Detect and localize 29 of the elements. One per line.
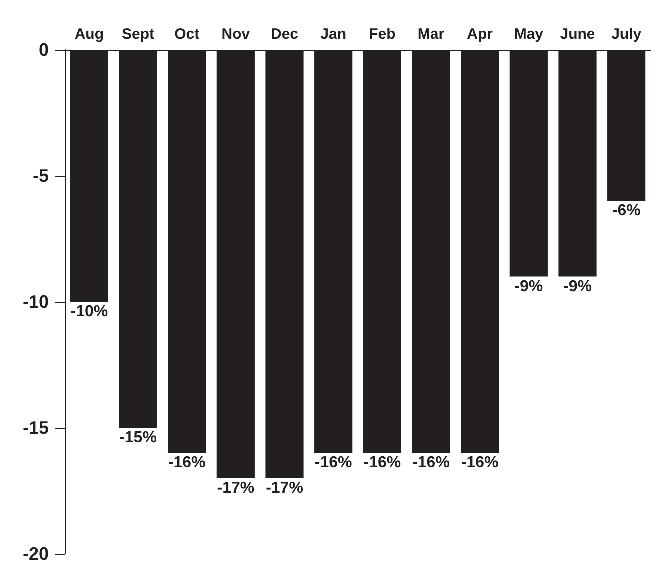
x-tick-label: Nov (222, 26, 251, 43)
x-tick-label: Jan (320, 26, 347, 43)
data-label: -10% (70, 304, 108, 320)
x-tick-label: May (514, 26, 544, 43)
y-tick-label: 0 (38, 40, 49, 60)
x-tick-label: June (560, 26, 596, 43)
y-tick-label: -20 (22, 544, 49, 564)
x-tick-label: Sept (122, 26, 155, 43)
data-label: -9% (564, 278, 592, 296)
x-tick-label: Aug (74, 26, 104, 43)
data-label: -6% (612, 202, 641, 220)
data-label: -9% (514, 278, 544, 296)
data-label: -17% (217, 480, 255, 497)
y-tick-label: -15 (22, 418, 49, 438)
y-tick-label: -10 (22, 292, 49, 312)
data-label: -16% (364, 454, 402, 472)
x-tick-label: Apr (467, 26, 494, 43)
data-label: -16% (314, 454, 352, 472)
data-label: -17% (266, 480, 304, 497)
y-tick-label: -5 (32, 166, 49, 186)
data-label: -16% (168, 454, 206, 472)
data-label: -15% (120, 430, 157, 446)
x-tick-label: Mar (418, 26, 445, 43)
data-label: -16% (412, 454, 450, 472)
x-tick-label: July (612, 26, 642, 43)
x-tick-label: Feb (369, 26, 396, 43)
x-tick-label: Oct (174, 26, 200, 43)
x-tick-label: Dec (270, 26, 299, 43)
data-label: -16% (461, 454, 499, 472)
